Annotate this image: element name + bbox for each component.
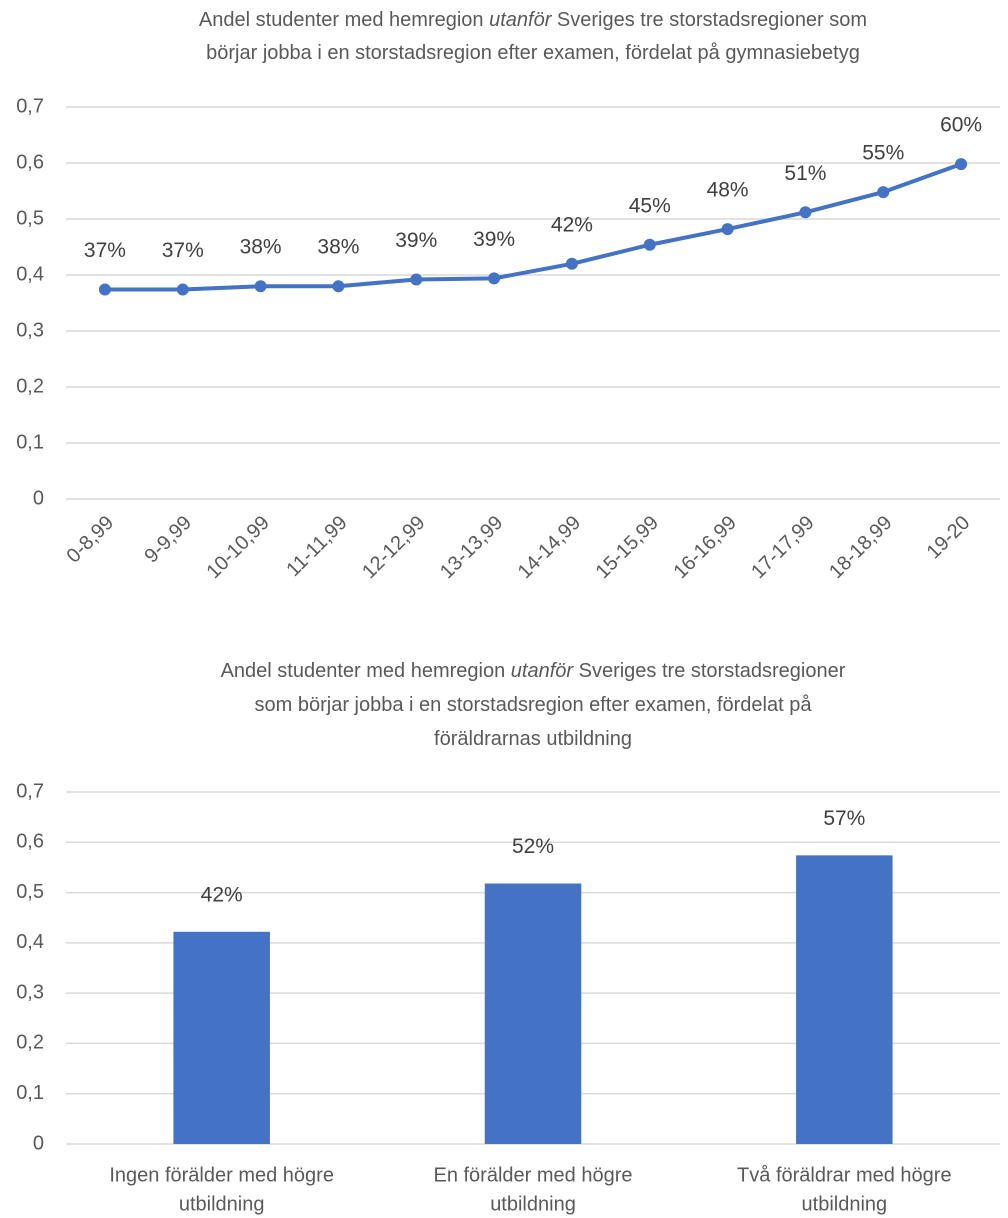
y-tick-label: 0,1 [16,1082,44,1104]
title-part: utanför [511,660,575,682]
data-point [799,206,812,219]
x-tick-label: 19-20 [923,512,975,564]
data-point [721,223,734,236]
y-tick-label: 0 [33,1132,44,1154]
data-label: 38% [317,236,359,259]
y-tick-label: 0,7 [16,780,44,802]
data-point [488,272,501,285]
data-point [565,257,578,270]
x-tick-label: 17-17,99 [747,512,818,583]
data-label: 39% [473,228,515,251]
y-tick-label: 0,3 [16,319,44,341]
x-tick-label: 10-10,99 [202,512,273,583]
data-point [877,186,890,199]
title-part: föräldrarnas utbildning [434,728,632,750]
title-part: Sveriges tre storstadsregioner som [551,9,867,31]
title-part: börjar jobba i en storstadsregion efter … [206,42,860,64]
title-part: Andel studenter med hemregion [199,9,489,31]
y-tick-label: 0,7 [16,95,44,117]
title-part: som börjar jobba i en storstadsregion ef… [255,694,813,716]
data-point [410,273,423,286]
y-tick-label: 0 [33,487,44,509]
bar [796,855,893,1144]
data-point [332,280,345,293]
chart-title: Andel studenter med hemregion utanför Sv… [199,9,867,31]
data-point [176,283,189,296]
y-tick-label: 0,1 [16,431,44,453]
x-tick-label: Ingen förälder med högre [109,1164,334,1186]
data-point [98,283,111,296]
x-tick-label: utbildning [179,1193,265,1215]
data-label: 51% [784,162,826,185]
y-tick-label: 0,5 [16,207,44,229]
title-part: utanför [489,9,553,31]
x-tick-label: Två föräldrar med högre [737,1164,952,1186]
data-label: 38% [240,236,282,259]
data-label: 55% [862,142,904,165]
data-label: 42% [551,213,593,236]
x-tick-label: utbildning [490,1193,576,1215]
y-tick-label: 0,4 [16,931,44,953]
data-label: 48% [707,179,749,202]
data-label: 37% [162,239,204,262]
x-tick-label: 11-11,99 [282,512,351,581]
data-label: 52% [512,835,554,858]
x-tick-label: 12-12,99 [358,512,429,583]
data-point [254,280,267,293]
data-point [955,158,968,171]
x-tick-label: En förälder med högre [433,1164,632,1186]
data-label: 39% [395,229,437,252]
data-label: 42% [201,883,243,906]
x-tick-label: 15-15,99 [592,512,663,583]
y-tick-label: 0,6 [16,151,44,173]
x-tick-label: 9-9,99 [140,512,196,568]
title-part: Andel studenter med hemregion [221,660,511,682]
data-label: 45% [629,194,671,217]
bar [173,931,270,1144]
data-label: 37% [84,239,126,262]
title-part: Sveriges tre storstadsregioner [573,660,846,682]
chart-title: börjar jobba i en storstadsregion efter … [206,42,860,64]
data-line [104,162,962,292]
data-point [643,238,656,251]
y-tick-label: 0,2 [16,375,44,397]
chart-title: som börjar jobba i en storstadsregion ef… [255,694,813,716]
x-tick-label: 13-13,99 [436,512,507,583]
chart-title: Andel studenter med hemregion utanför Sv… [221,660,846,682]
y-tick-label: 0,2 [16,1032,44,1054]
y-tick-label: 0,3 [16,981,44,1003]
data-label: 57% [823,807,865,830]
chart-title: föräldrarnas utbildning [434,728,632,750]
x-tick-label: 14-14,99 [514,512,585,583]
x-tick-label: utbildning [802,1193,888,1215]
y-tick-label: 0,4 [16,263,44,285]
y-tick-label: 0,6 [16,831,44,853]
y-tick-label: 0,5 [16,881,44,903]
x-tick-label: 18-18,99 [825,512,896,583]
bar [484,883,582,1144]
x-tick-label: 0-8,99 [63,512,119,568]
data-label: 60% [940,114,982,137]
x-tick-label: 16-16,99 [669,512,740,583]
